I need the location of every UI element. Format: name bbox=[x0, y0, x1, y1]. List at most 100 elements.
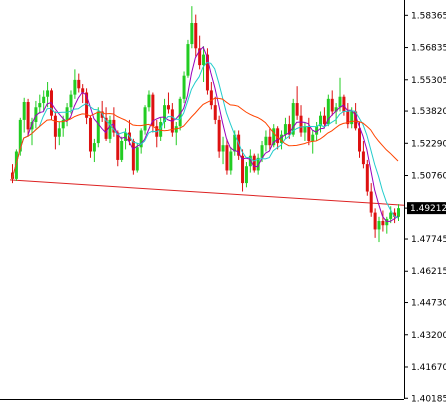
candle-body bbox=[151, 94, 155, 127]
candle-body bbox=[283, 124, 287, 135]
bear-candle bbox=[213, 96, 217, 125]
candle-body bbox=[350, 111, 354, 125]
y-tick-label: 1.53820 bbox=[411, 107, 446, 117]
candle-body bbox=[182, 75, 186, 99]
bear-candle bbox=[131, 138, 135, 175]
trendline-layer bbox=[9, 179, 405, 206]
bear-candle bbox=[85, 88, 89, 125]
bear-candle bbox=[198, 35, 202, 70]
candle-body bbox=[38, 103, 42, 108]
bull-candle bbox=[30, 117, 34, 146]
candle-body bbox=[326, 98, 330, 125]
bull-candle bbox=[256, 153, 260, 175]
bear-candle bbox=[217, 115, 221, 158]
bull-candle bbox=[244, 162, 248, 188]
bear-candle bbox=[369, 183, 373, 217]
candle-body bbox=[221, 145, 225, 152]
candle-body bbox=[57, 128, 61, 137]
bull-candle bbox=[174, 122, 178, 146]
candle-body bbox=[252, 155, 256, 171]
candle-body bbox=[260, 145, 264, 158]
bear-candle bbox=[166, 92, 170, 114]
y-tick-label: 1.41670 bbox=[411, 363, 446, 373]
bull-candle bbox=[46, 81, 50, 108]
bull-candle bbox=[38, 94, 42, 114]
trendline bbox=[9, 179, 405, 206]
bull-candle bbox=[108, 115, 112, 144]
bear-candle bbox=[307, 117, 311, 146]
candle-body bbox=[53, 115, 57, 137]
bull-candle bbox=[264, 130, 268, 152]
candle-body bbox=[397, 208, 400, 217]
candle-body bbox=[18, 119, 22, 152]
bull-candle bbox=[377, 216, 381, 243]
bull-candle bbox=[385, 216, 389, 234]
candle-body bbox=[217, 119, 221, 152]
bull-candle bbox=[163, 98, 167, 129]
bull-candle bbox=[120, 136, 124, 163]
candle-body bbox=[365, 164, 369, 192]
bear-candle bbox=[104, 107, 108, 141]
bear-candle bbox=[155, 119, 159, 148]
candle-body bbox=[205, 54, 209, 91]
ma-fast-line bbox=[11, 46, 399, 222]
bull-candle bbox=[280, 130, 284, 150]
bull-candle bbox=[34, 100, 38, 129]
bull-candle bbox=[65, 103, 69, 127]
bull-candle bbox=[182, 71, 186, 104]
candle-body bbox=[338, 96, 342, 108]
bear-candle bbox=[361, 140, 365, 169]
bull-candle bbox=[397, 204, 400, 222]
bull-candle bbox=[143, 105, 147, 135]
bull-candle bbox=[57, 122, 61, 146]
bear-candle bbox=[77, 73, 81, 93]
candle-body bbox=[213, 105, 217, 120]
bear-candle bbox=[268, 128, 272, 150]
bull-candle bbox=[229, 147, 233, 175]
candle-body bbox=[299, 115, 303, 133]
bear-candle bbox=[81, 84, 85, 104]
candles-layer bbox=[11, 6, 400, 243]
moving-averages-layer bbox=[11, 46, 399, 222]
candle-body bbox=[295, 103, 299, 116]
bear-candle bbox=[112, 107, 116, 137]
candle-body bbox=[209, 90, 213, 106]
candle-body bbox=[30, 122, 34, 130]
candle-body bbox=[163, 105, 167, 123]
current-price-tag bbox=[407, 202, 446, 215]
candle-body bbox=[233, 134, 237, 152]
y-tick-label: 1.50760 bbox=[411, 172, 446, 182]
bull-candle bbox=[221, 136, 225, 165]
bull-candle bbox=[135, 143, 139, 173]
bear-candle bbox=[241, 149, 245, 192]
candle-body bbox=[73, 79, 77, 95]
candle-body bbox=[389, 212, 393, 219]
candle-body bbox=[131, 140, 135, 171]
candle-body bbox=[139, 130, 143, 148]
ma-medium-line bbox=[11, 61, 399, 219]
bear-candle bbox=[209, 81, 213, 110]
candle-body bbox=[85, 92, 89, 118]
candle-body bbox=[46, 90, 50, 97]
bull-candle bbox=[22, 97, 26, 133]
bear-candle bbox=[26, 98, 30, 137]
candle-body bbox=[385, 218, 389, 226]
candle-body bbox=[272, 128, 276, 146]
candle-body bbox=[143, 107, 147, 131]
candle-body bbox=[280, 134, 284, 144]
bear-candle bbox=[373, 208, 377, 238]
candle-body bbox=[268, 136, 272, 146]
bear-candle bbox=[365, 159, 369, 196]
bull-candle bbox=[96, 107, 100, 148]
candle-body bbox=[315, 126, 319, 135]
candle-body bbox=[194, 23, 198, 49]
candle-body bbox=[178, 98, 182, 127]
bear-candle bbox=[100, 100, 104, 123]
candle-body bbox=[65, 107, 69, 120]
bull-candle bbox=[186, 39, 190, 78]
candle-body bbox=[334, 107, 338, 112]
current-price-label: 1.49212 bbox=[410, 204, 446, 214]
candle-body bbox=[330, 98, 334, 112]
candle-body bbox=[319, 115, 323, 127]
candle-body bbox=[303, 126, 307, 133]
